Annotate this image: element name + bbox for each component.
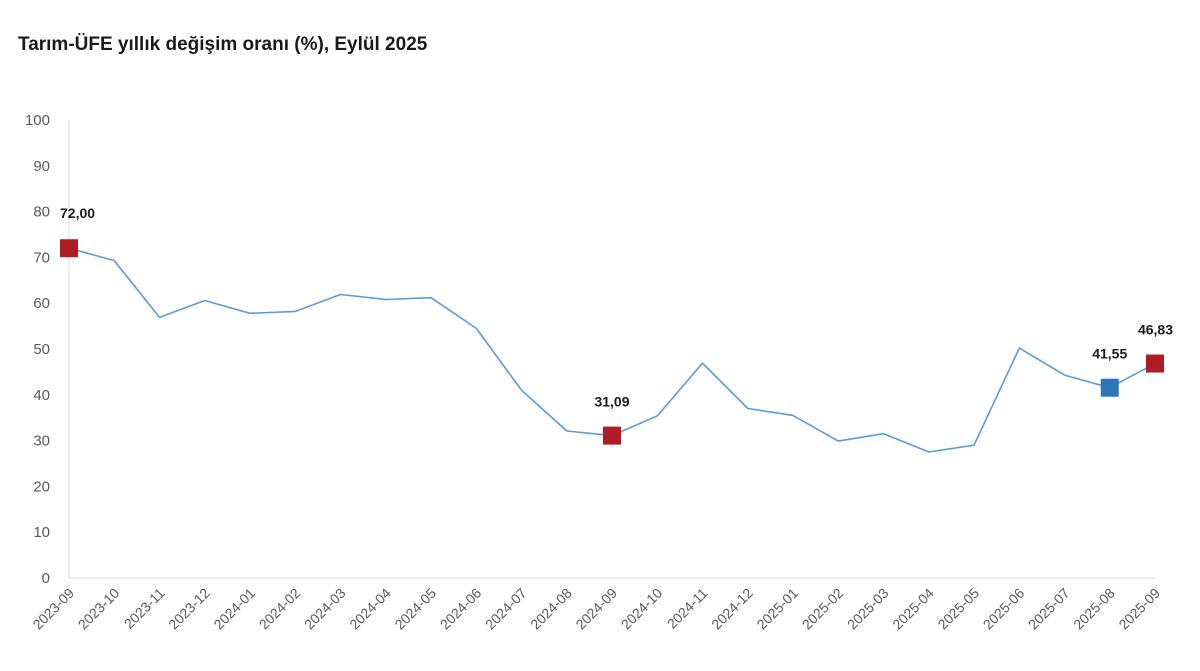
y-tick-label: 70 — [33, 249, 50, 266]
y-tick-label: 30 — [33, 433, 50, 450]
x-tick-label: 2024-11 — [664, 585, 711, 632]
y-tick-label: 100 — [25, 112, 50, 129]
x-tick-label: 2025-08 — [1070, 585, 1118, 633]
x-tick-label: 2023-10 — [75, 585, 123, 633]
x-tick-label: 2023-11 — [121, 585, 168, 632]
x-tick-label: 2025-01 — [753, 585, 801, 633]
y-tick-label: 20 — [33, 478, 50, 495]
x-tick-label: 2025-09 — [1115, 585, 1163, 633]
x-tick-label: 2025-02 — [799, 585, 847, 633]
x-tick-label: 2023-12 — [165, 585, 213, 633]
x-tick-label: 2025-05 — [934, 585, 982, 633]
x-tick-label: 2025-07 — [1025, 585, 1073, 633]
x-tick-label: 2024-03 — [301, 585, 349, 633]
x-tick-label: 2025-03 — [844, 585, 892, 633]
x-tick-label: 2024-12 — [708, 585, 756, 633]
x-tick-label: 2024-01 — [210, 585, 258, 633]
data-label: 72,00 — [60, 205, 95, 221]
data-marker — [603, 426, 621, 445]
x-tick-label: 2023-09 — [29, 585, 77, 633]
data-label: 46,83 — [1138, 322, 1173, 338]
x-tick-label: 2024-10 — [618, 585, 666, 633]
x-tick-label: 2024-08 — [527, 585, 575, 633]
x-tick-label: 2024-02 — [256, 585, 304, 633]
data-marker — [60, 239, 78, 258]
y-tick-label: 40 — [33, 387, 50, 404]
y-tick-label: 80 — [33, 204, 50, 221]
x-tick-label: 2025-04 — [889, 585, 937, 633]
y-tick-label: 60 — [33, 295, 50, 312]
series-line — [68, 247, 1156, 453]
x-tick-label: 2024-05 — [391, 585, 439, 633]
y-tick-label: 90 — [33, 158, 50, 175]
chart-title: Tarım-ÜFE yıllık değişim oranı (%), Eylü… — [18, 34, 428, 55]
data-label: 31,09 — [594, 394, 629, 410]
data-marker — [1146, 354, 1164, 373]
x-tick-label: 2024-04 — [346, 585, 394, 633]
data-label: 41,55 — [1092, 346, 1127, 362]
x-tick-label: 2025-06 — [980, 585, 1028, 633]
x-tick-label: 2024-06 — [437, 585, 485, 633]
y-tick-label: 50 — [33, 341, 50, 358]
x-tick-label: 2024-09 — [572, 585, 620, 633]
x-tick-label: 2024-07 — [482, 585, 530, 633]
y-tick-label: 0 — [42, 570, 50, 587]
y-tick-label: 10 — [33, 524, 50, 541]
data-marker — [1100, 378, 1119, 397]
